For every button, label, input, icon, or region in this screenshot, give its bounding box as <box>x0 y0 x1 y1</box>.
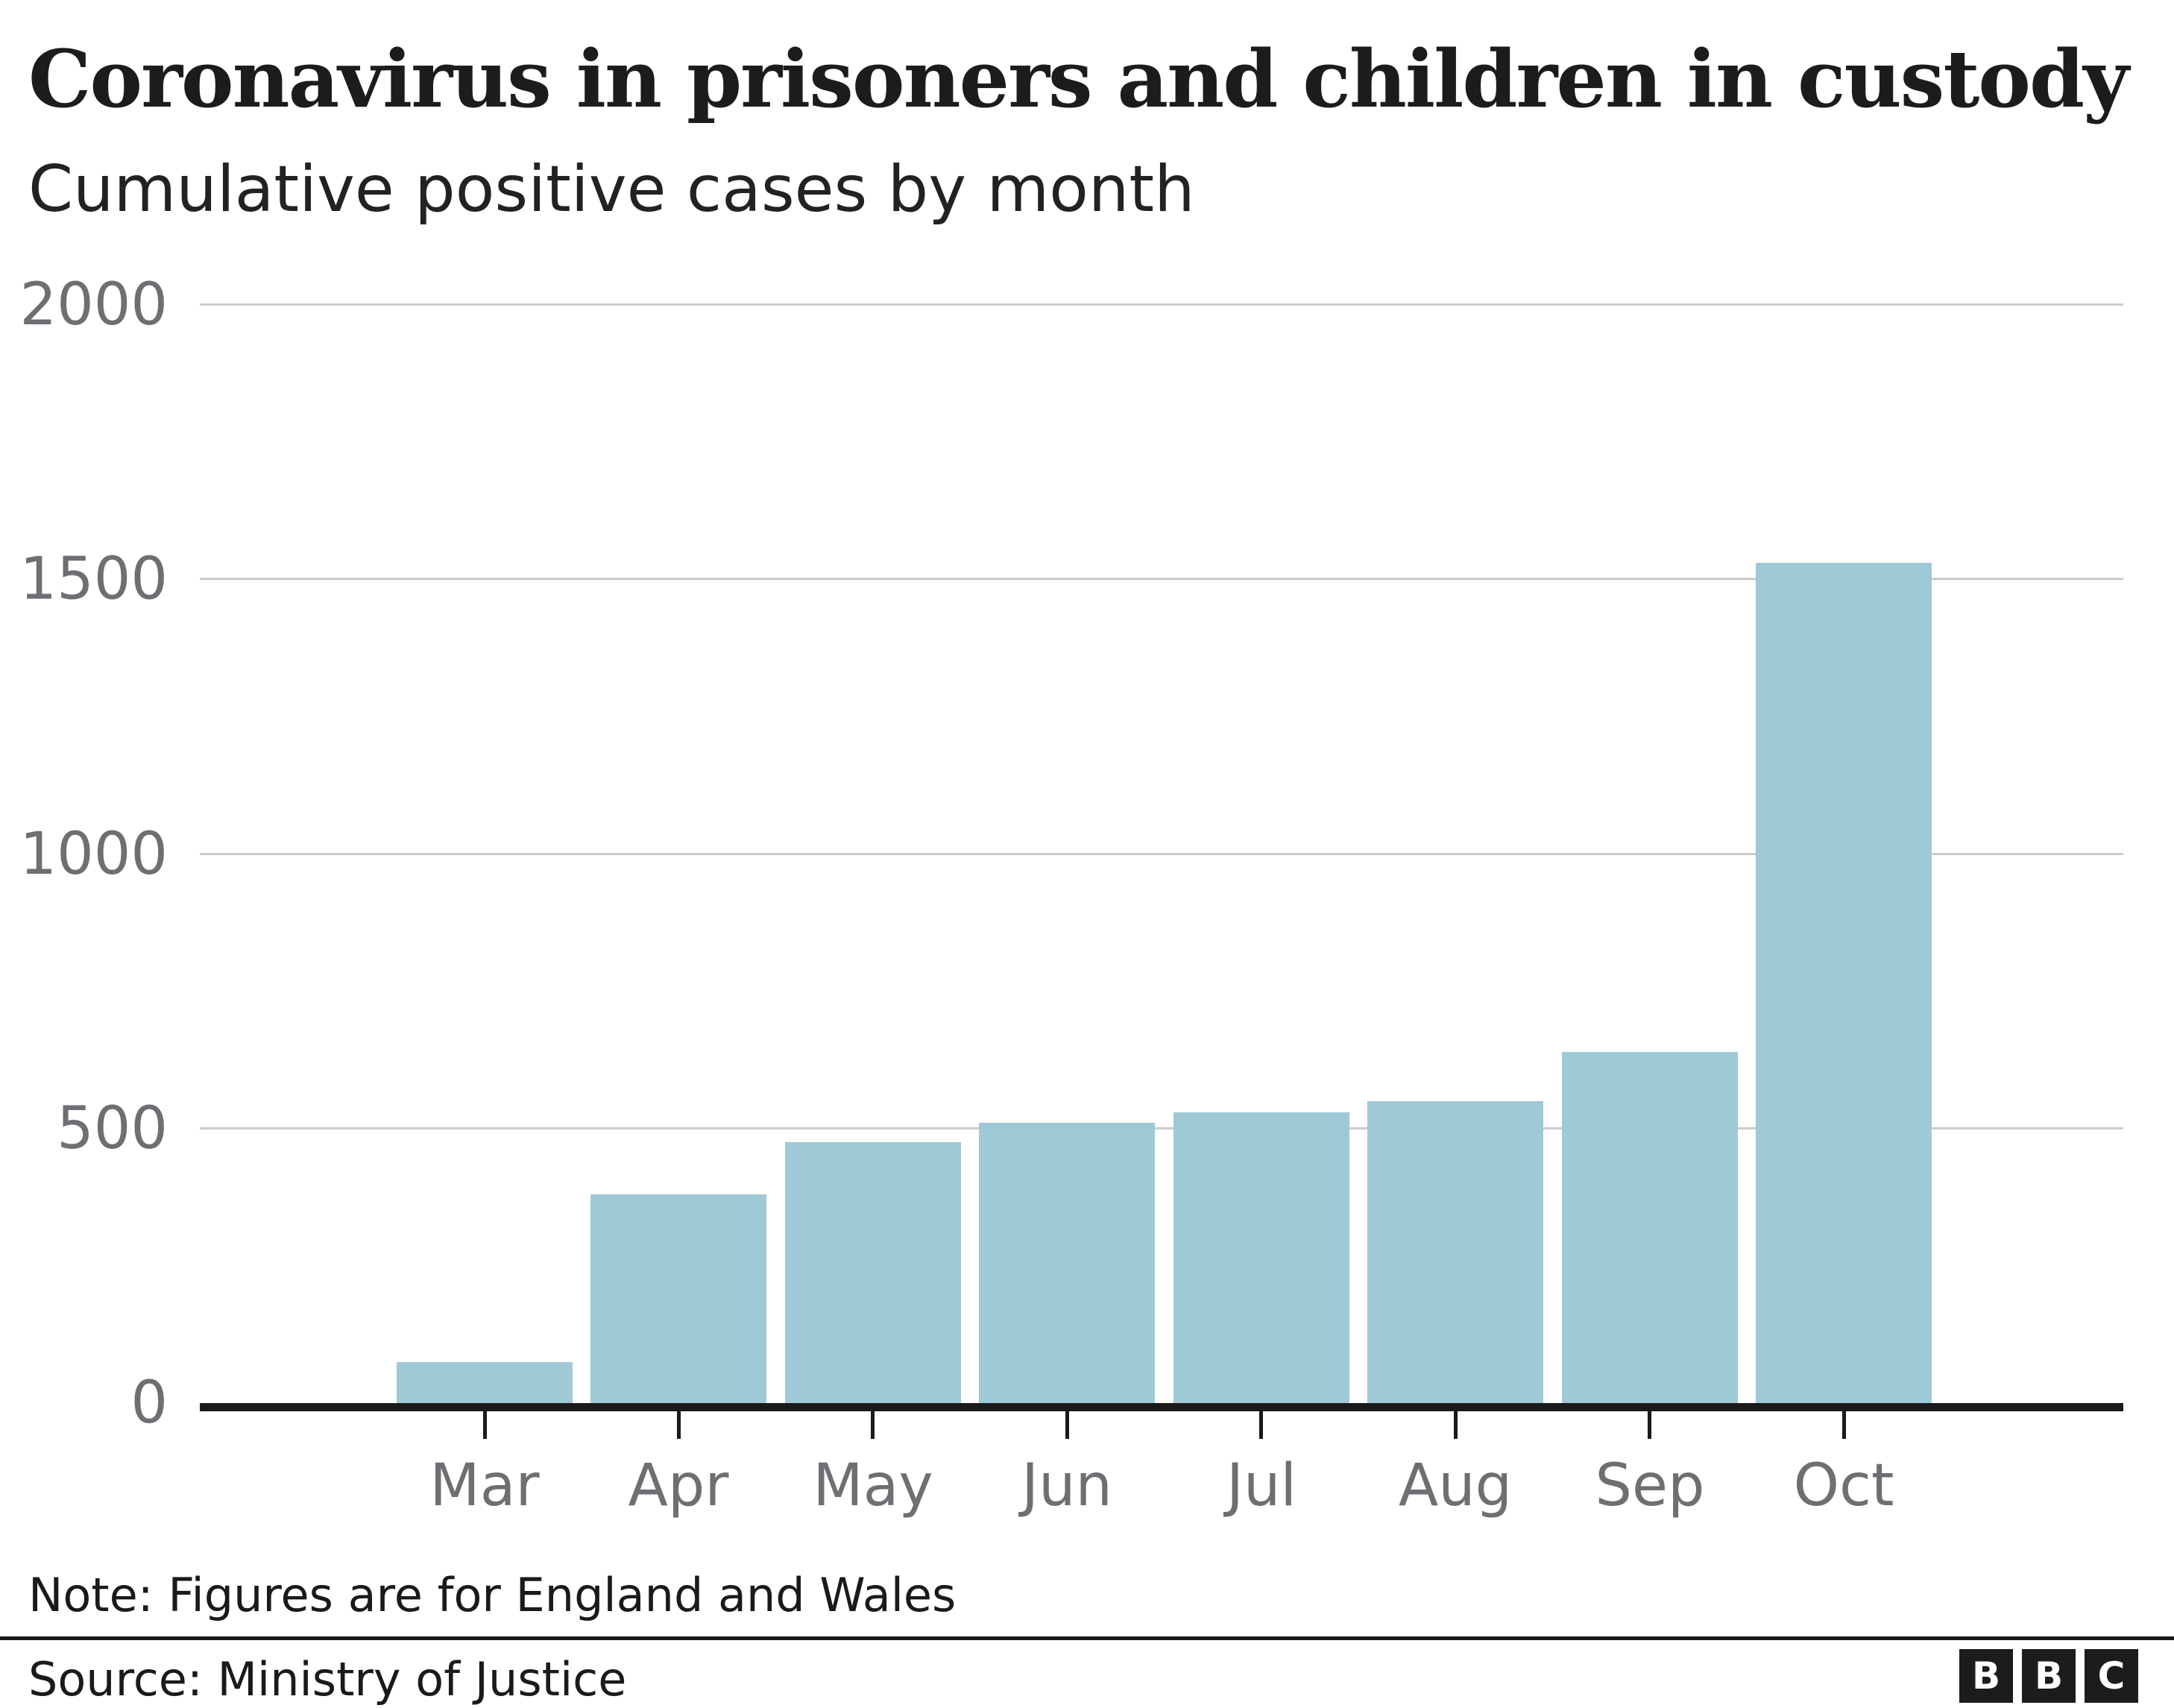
y-axis-tick-label: 2000 <box>19 271 168 338</box>
x-axis-tick-jun <box>1065 1411 1069 1439</box>
x-axis-tick-sep <box>1648 1411 1651 1439</box>
chart-subtitle: Cumulative positive cases by month <box>28 152 1195 227</box>
x-axis-tick-jul <box>1259 1411 1263 1439</box>
y-axis-tick-label: 1500 <box>19 546 168 614</box>
x-axis-tick-may <box>871 1411 875 1439</box>
chart-source: Source: Ministry of Justice <box>28 1652 627 1707</box>
bar-jun <box>979 1123 1155 1403</box>
x-axis-label-apr: Apr <box>628 1452 729 1519</box>
x-axis-tick-mar <box>483 1411 487 1439</box>
bar-may <box>785 1142 961 1403</box>
gridline-2000 <box>200 303 2123 306</box>
x-axis-label-aug: Aug <box>1398 1452 1513 1519</box>
x-axis-label-jul: Jul <box>1226 1452 1297 1519</box>
bbc-logo-letter-1: B <box>1959 1649 2013 1703</box>
bbc-logo-letter-2: B <box>2022 1649 2076 1703</box>
chart-title: Coronavirus in prisoners and children in… <box>28 32 2129 125</box>
x-axis-label-sep: Sep <box>1595 1452 1705 1519</box>
bar-mar <box>397 1362 573 1403</box>
bbc-logo-letter-3: C <box>2085 1649 2138 1703</box>
gridline-1000 <box>200 852 2123 855</box>
gridline-500 <box>200 1126 2123 1129</box>
x-axis-label-jun: Jun <box>1021 1452 1112 1519</box>
bar-aug <box>1367 1101 1543 1403</box>
y-axis-tick-label: 500 <box>57 1094 168 1162</box>
gridline-1500 <box>200 578 2123 581</box>
x-axis-line <box>200 1403 2123 1411</box>
y-axis-tick-label: 0 <box>130 1370 168 1437</box>
x-axis-tick-oct <box>1842 1411 1846 1439</box>
y-axis-tick-label: 1000 <box>19 820 168 888</box>
bar-oct <box>1756 563 1932 1403</box>
bar-sep <box>1562 1052 1738 1403</box>
plot-area: 0 500 1000 1500 2000 Mar Apr May Jun Jul Aug Sep Oct <box>19 271 2123 1519</box>
bar-jul <box>1173 1112 1349 1403</box>
footer-divider <box>0 1636 2174 1640</box>
x-axis-label-oct: Oct <box>1793 1452 1894 1519</box>
x-axis-tick-aug <box>1454 1411 1458 1439</box>
chart-note: Note: Figures are for England and Wales <box>28 1568 957 1622</box>
x-axis-tick-apr <box>677 1411 681 1439</box>
x-axis-label-mar: Mar <box>429 1452 540 1519</box>
x-axis-label-may: May <box>813 1452 933 1519</box>
bar-apr <box>590 1194 766 1403</box>
